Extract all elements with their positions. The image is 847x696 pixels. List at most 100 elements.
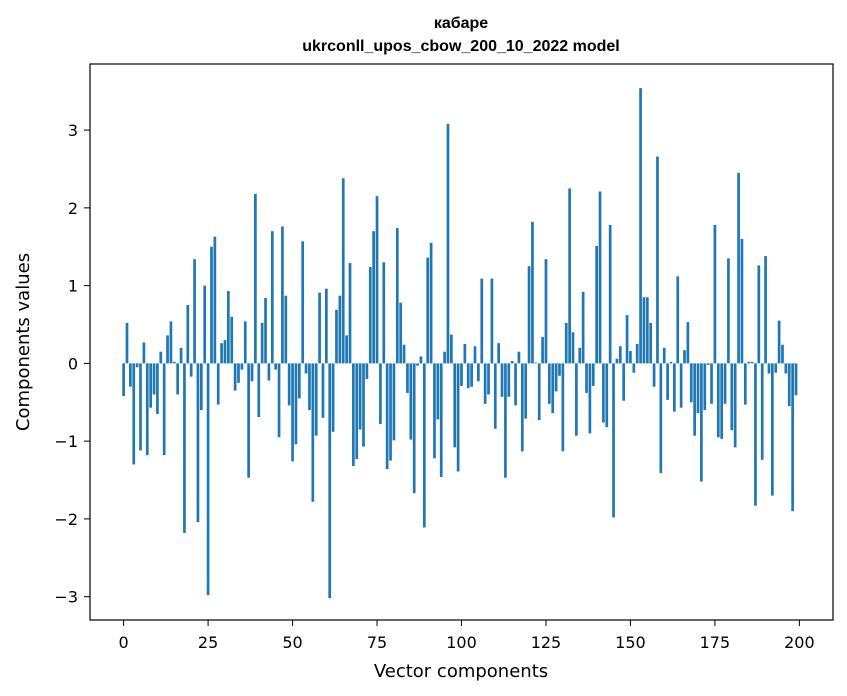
bar <box>409 363 413 440</box>
bar <box>206 363 210 596</box>
bar <box>348 263 352 364</box>
y-tick-label: −3 <box>54 588 78 607</box>
bar <box>321 363 325 418</box>
y-tick-label: −1 <box>54 432 78 451</box>
bar <box>733 363 737 448</box>
bar <box>277 363 281 438</box>
bar <box>615 358 619 364</box>
bar <box>605 363 609 428</box>
bar <box>730 363 734 431</box>
x-tick-label: 150 <box>615 633 646 652</box>
bar <box>544 259 548 364</box>
bar <box>399 302 403 364</box>
bar <box>412 363 416 494</box>
bar <box>331 363 335 432</box>
bar <box>645 297 649 364</box>
bar <box>564 322 568 364</box>
bar <box>281 226 284 364</box>
bar <box>784 363 788 374</box>
bar <box>750 361 754 364</box>
bar <box>791 363 794 512</box>
bar <box>416 363 419 366</box>
bar <box>156 363 159 414</box>
y-tick-label: 0 <box>68 354 78 373</box>
bar <box>270 231 274 364</box>
bar <box>470 363 473 387</box>
x-axis-label: Vector components <box>374 661 548 682</box>
bar <box>787 363 791 407</box>
bar <box>372 231 375 364</box>
x-tick-label: 75 <box>367 633 387 652</box>
bar <box>122 363 125 397</box>
bar <box>737 172 740 364</box>
bar <box>794 363 798 396</box>
bar <box>145 363 149 456</box>
bar <box>581 291 585 364</box>
bar <box>230 316 234 364</box>
bar <box>220 343 223 364</box>
bar <box>341 178 345 364</box>
bar <box>723 363 727 404</box>
bar <box>548 363 551 404</box>
y-tick-label: 2 <box>68 199 78 218</box>
bar <box>602 363 605 423</box>
bar <box>767 363 771 374</box>
bar <box>716 363 720 438</box>
x-tick-label: 25 <box>198 633 218 652</box>
bar <box>328 363 332 599</box>
bar <box>706 363 710 365</box>
x-tick-label: 175 <box>700 633 731 652</box>
bar <box>632 363 636 373</box>
bar <box>777 320 781 364</box>
bar <box>625 315 629 364</box>
bar <box>193 259 196 364</box>
bar <box>358 363 362 430</box>
bar <box>247 363 250 478</box>
bar <box>558 363 561 376</box>
bar <box>183 363 186 533</box>
y-tick-label: 1 <box>68 277 78 296</box>
bar <box>588 363 592 434</box>
bar <box>504 363 507 478</box>
bar <box>139 363 142 451</box>
bar <box>379 363 382 425</box>
bar <box>395 228 399 364</box>
x-tick-label: 0 <box>119 633 129 652</box>
bar <box>385 363 389 470</box>
x-tick-label: 50 <box>282 633 302 652</box>
bar <box>132 363 136 465</box>
bar <box>493 363 497 429</box>
bar <box>392 363 396 441</box>
bar <box>274 363 278 370</box>
bar <box>463 343 467 364</box>
bar <box>227 291 230 364</box>
bar <box>335 309 338 364</box>
bar <box>237 363 240 383</box>
bar <box>662 347 666 364</box>
bar <box>571 332 575 364</box>
bar <box>771 363 774 496</box>
bar <box>578 347 582 364</box>
bar <box>304 363 308 374</box>
bar <box>308 363 311 411</box>
bar <box>314 363 318 436</box>
bar <box>406 363 409 393</box>
bar <box>774 363 778 373</box>
bar <box>713 224 717 364</box>
bar <box>166 335 169 364</box>
bar <box>169 321 173 364</box>
bar <box>189 363 193 377</box>
bar <box>642 297 646 364</box>
bar <box>250 363 254 382</box>
bar <box>754 363 757 506</box>
bar <box>382 262 386 364</box>
bar <box>159 351 163 364</box>
bar <box>162 363 166 456</box>
bar <box>325 288 328 364</box>
bar <box>436 363 440 420</box>
bar <box>510 361 514 364</box>
bar <box>649 322 653 364</box>
bar <box>422 363 426 528</box>
bar <box>676 276 680 364</box>
